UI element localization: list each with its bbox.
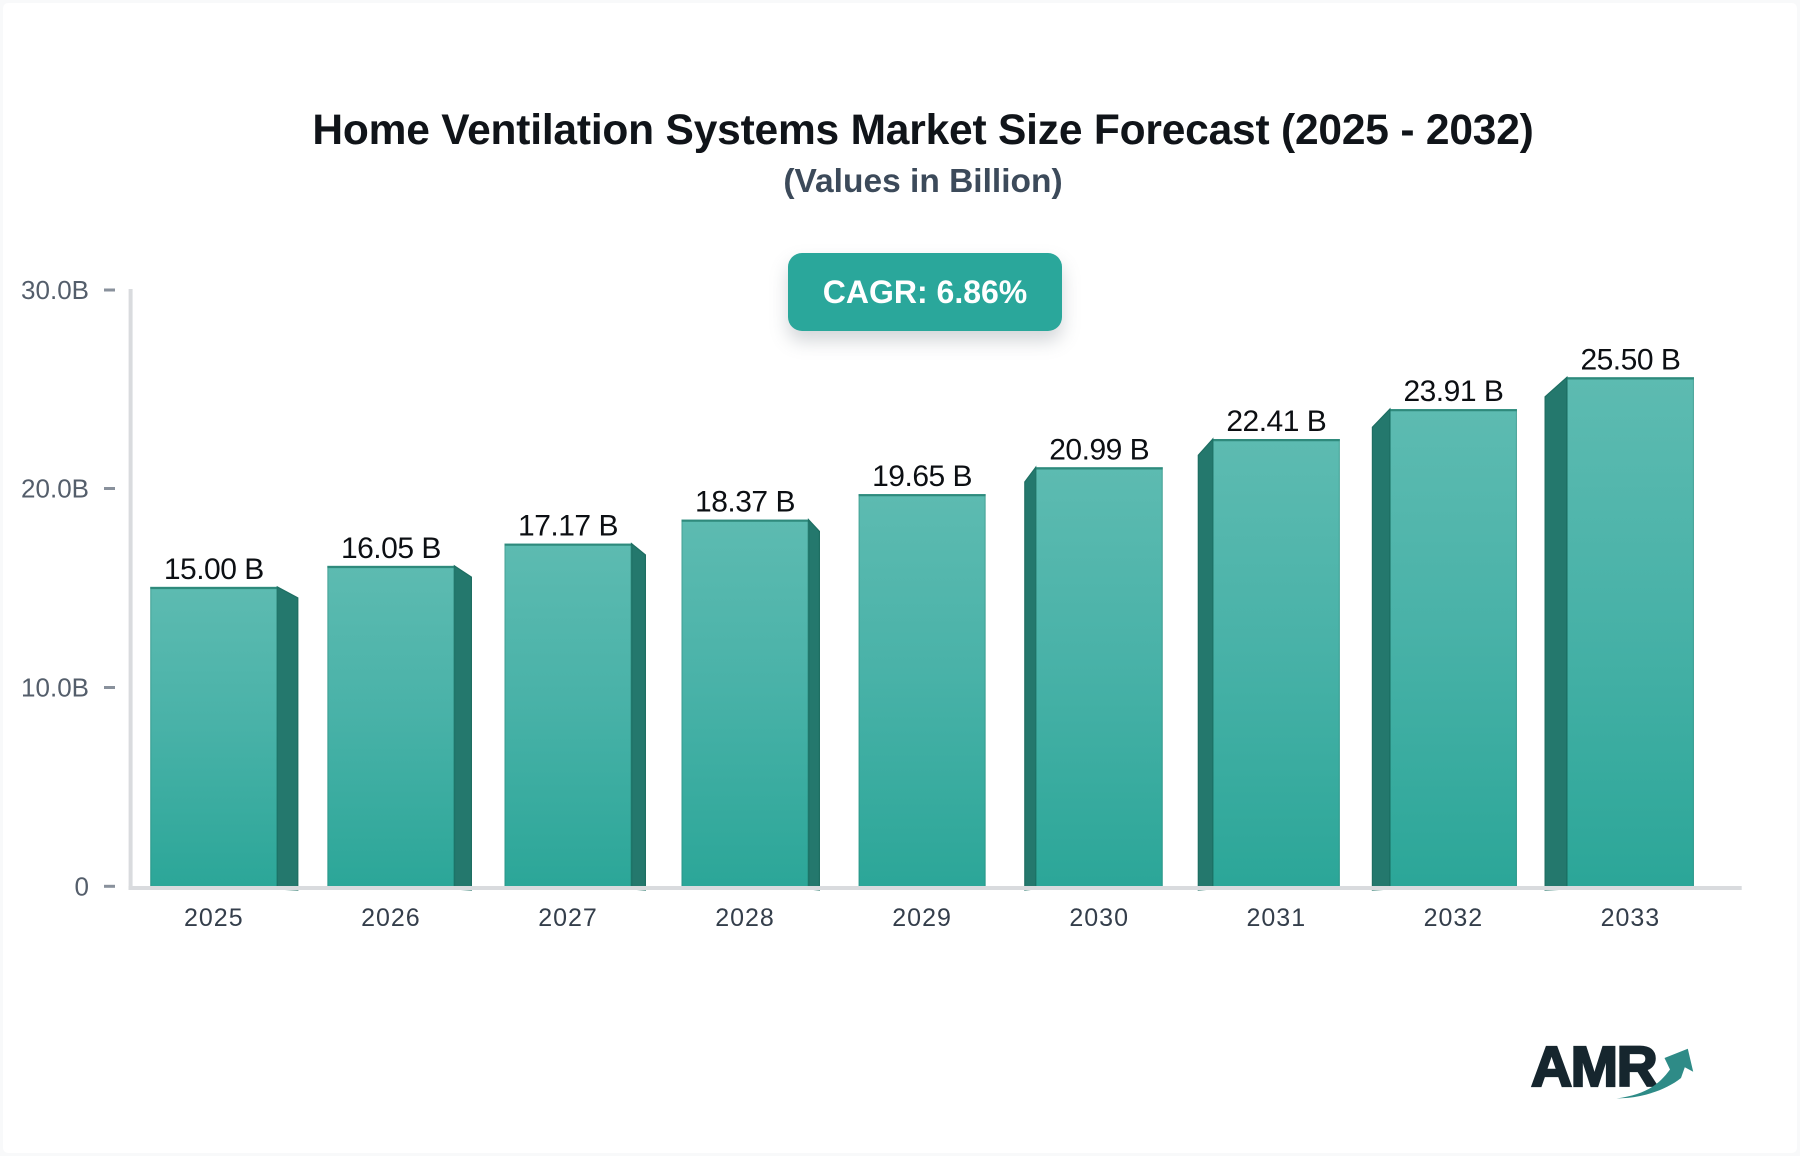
svg-text:2029: 2029	[892, 904, 952, 932]
svg-text:AMR: AMR	[1531, 1035, 1657, 1099]
svg-text:2028: 2028	[715, 904, 775, 932]
svg-text:17.17 B: 17.17 B	[518, 510, 618, 543]
svg-text:30.0B: 30.0B	[21, 275, 89, 305]
svg-text:2031: 2031	[1246, 904, 1306, 932]
svg-text:20.99 B: 20.99 B	[1049, 433, 1149, 466]
svg-text:20.0B: 20.0B	[21, 474, 89, 504]
svg-text:2027: 2027	[538, 904, 598, 932]
svg-text:18.37 B: 18.37 B	[695, 486, 795, 519]
svg-text:15.00 B: 15.00 B	[164, 553, 264, 586]
svg-text:19.65 B: 19.65 B	[872, 460, 972, 493]
svg-text:2032: 2032	[1424, 904, 1484, 932]
svg-text:2033: 2033	[1601, 904, 1661, 932]
svg-text:22.41 B: 22.41 B	[1226, 405, 1326, 438]
svg-text:10.0B: 10.0B	[21, 673, 89, 703]
svg-text:2026: 2026	[361, 904, 421, 932]
svg-text:16.05 B: 16.05 B	[341, 532, 441, 565]
svg-text:0: 0	[75, 872, 89, 902]
svg-text:25.50 B: 25.50 B	[1580, 343, 1680, 376]
svg-text:2030: 2030	[1069, 904, 1129, 932]
svg-text:2025: 2025	[184, 904, 244, 932]
svg-text:23.91 B: 23.91 B	[1403, 375, 1503, 408]
